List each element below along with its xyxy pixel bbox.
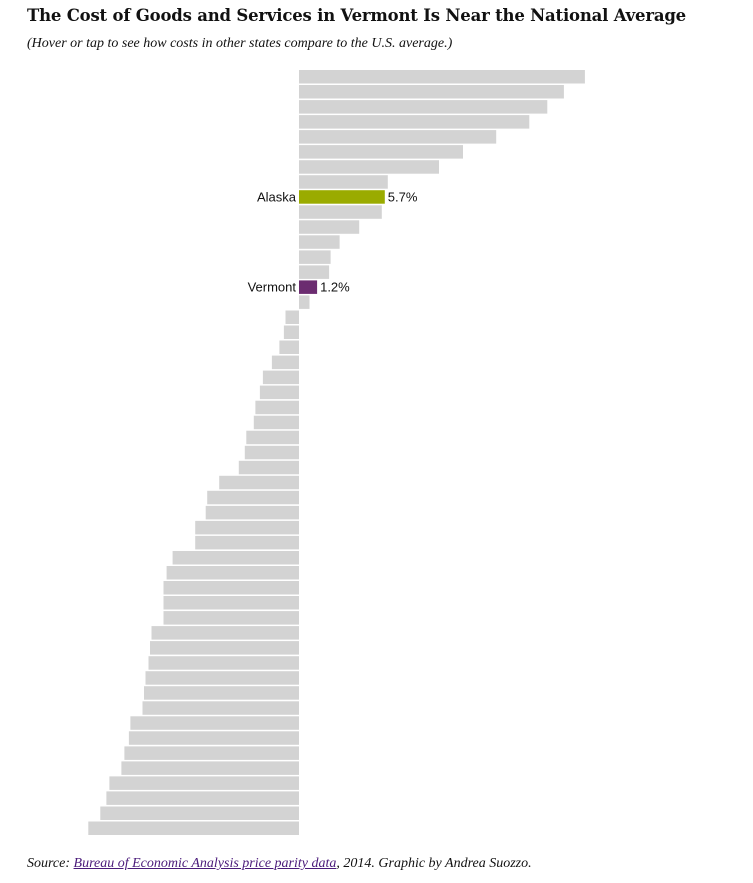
source-suffix: , 2014. Graphic by Andrea Suozzo. — [336, 856, 532, 871]
bar[interactable] — [148, 656, 300, 670]
bar[interactable] — [150, 641, 299, 655]
bar-value-label: 1.2% — [320, 280, 350, 295]
bar[interactable] — [205, 505, 299, 520]
bar-alaska[interactable] — [299, 190, 385, 204]
source-prefix: Source: — [27, 856, 74, 871]
bar[interactable] — [253, 415, 299, 430]
bar[interactable] — [299, 175, 388, 189]
bar[interactable] — [259, 385, 299, 400]
bar[interactable] — [163, 611, 300, 625]
bar-chart[interactable]: Alaska 5.7% Vermont 1.2% — [0, 0, 753, 850]
bar[interactable] — [246, 430, 299, 445]
chart-subtitle: (Hover or tap to see how costs in other … — [27, 36, 453, 51]
bar-value-label: 5.7% — [388, 190, 418, 205]
source-link[interactable]: Bureau of Economic Analysis price parity… — [73, 856, 337, 871]
bar[interactable] — [151, 626, 300, 640]
bar[interactable] — [88, 821, 299, 836]
bar[interactable] — [299, 265, 330, 279]
bar[interactable] — [299, 70, 585, 84]
bar[interactable] — [163, 596, 300, 610]
bar[interactable] — [163, 581, 300, 595]
bar[interactable] — [279, 340, 299, 355]
bar[interactable] — [255, 400, 299, 415]
bar[interactable] — [299, 160, 439, 174]
bar[interactable] — [100, 806, 299, 821]
bar[interactable] — [145, 671, 300, 685]
bar[interactable] — [299, 85, 564, 99]
bar[interactable] — [238, 460, 299, 475]
bar[interactable] — [166, 566, 299, 580]
bar-name-label: Vermont — [248, 280, 297, 295]
bar[interactable] — [299, 220, 360, 234]
bar-vermont[interactable] — [299, 280, 318, 294]
bar[interactable] — [144, 686, 299, 700]
bar[interactable] — [283, 325, 299, 340]
bar[interactable] — [299, 295, 310, 309]
bar[interactable] — [299, 145, 463, 159]
bar[interactable] — [285, 310, 300, 325]
bar[interactable] — [299, 250, 331, 264]
bar[interactable] — [172, 551, 299, 565]
bar[interactable] — [299, 205, 382, 219]
bar[interactable] — [299, 130, 497, 144]
bar[interactable] — [130, 716, 299, 730]
bar[interactable] — [299, 115, 530, 129]
bar[interactable] — [109, 776, 300, 790]
bar[interactable] — [299, 235, 340, 249]
bar[interactable] — [262, 370, 299, 385]
bar[interactable] — [106, 791, 300, 805]
source-note: Source: Bureau of Economic Analysis pric… — [27, 856, 532, 872]
bar[interactable] — [142, 701, 300, 715]
bar[interactable] — [121, 761, 300, 775]
bar[interactable] — [299, 100, 548, 114]
bar[interactable] — [244, 445, 299, 460]
bar[interactable] — [207, 490, 299, 505]
bar[interactable] — [195, 520, 299, 535]
bar[interactable] — [271, 355, 299, 370]
bar[interactable] — [128, 731, 299, 745]
bar-name-label: Alaska — [257, 190, 297, 205]
bar[interactable] — [124, 746, 300, 760]
bar[interactable] — [195, 535, 299, 550]
chart-title: The Cost of Goods and Services in Vermon… — [27, 6, 686, 25]
bar[interactable] — [219, 475, 299, 490]
